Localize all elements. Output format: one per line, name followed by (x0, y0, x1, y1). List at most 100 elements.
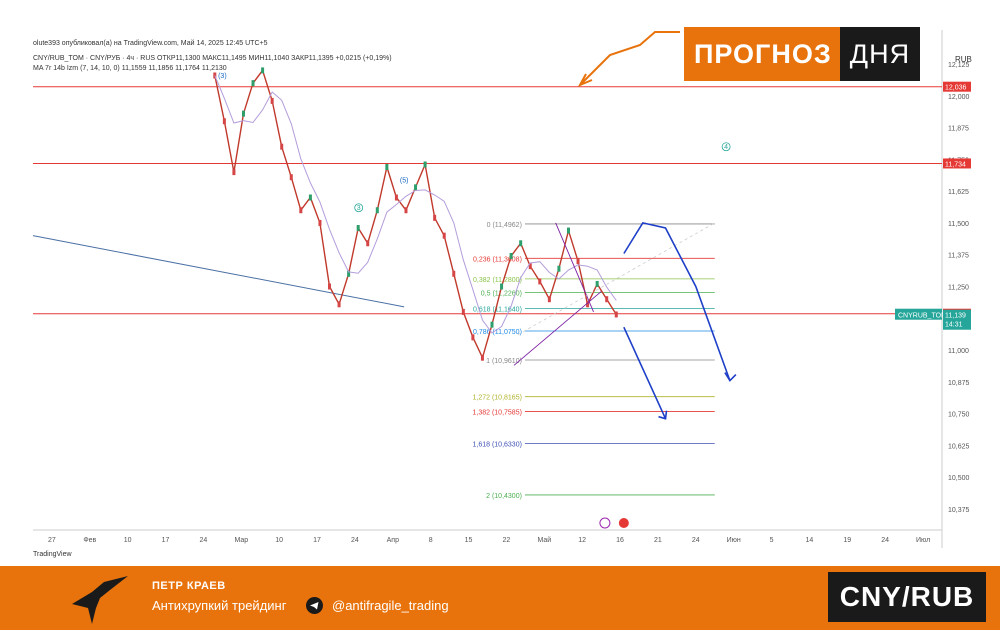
author-name: ПЕТР КРАЕВ (152, 580, 226, 592)
x-tick-label: Июн (727, 537, 741, 544)
candle-mark (461, 308, 465, 315)
fib-level-label: 1 (10,9610) (486, 358, 522, 365)
x-tick-label: Мар (234, 537, 248, 544)
current-symbol-label: CNYRUB_TOM (898, 313, 947, 320)
ma-line: MA 7r 14b Izm (7, 14, 10, 0) 11,1559 11,… (33, 65, 227, 72)
x-tick-label: 5 (770, 537, 774, 544)
candle-mark (375, 207, 379, 214)
forecast-arrow-up-then-down (623, 221, 731, 381)
candle-mark (232, 169, 236, 176)
candle-mark (442, 232, 446, 239)
fib-level-label: 1,272 (10,8165) (472, 395, 521, 402)
candle-mark (566, 227, 570, 234)
fib-level-label: 2 (10,4300) (486, 493, 522, 500)
x-tick-label: Фев (83, 537, 96, 544)
y-tick-label: 10,750 (948, 412, 970, 419)
tradingview-logo: TradingView (33, 551, 72, 558)
current-symbol-tag (895, 308, 942, 320)
x-tick-label: Апр (387, 537, 399, 544)
candle-mark (471, 334, 475, 341)
y-tick-label: 11,000 (948, 348, 969, 355)
bird-logo-icon (72, 576, 128, 624)
level-price-tag (943, 81, 971, 92)
candle-mark (423, 161, 427, 168)
fib-level-label: 0,786 (11,0750) (473, 329, 522, 336)
candle-mark (308, 194, 312, 201)
candle-mark (404, 207, 408, 214)
x-tick-label: 14 (806, 537, 814, 544)
current-price-label: 11,139 (945, 313, 966, 320)
level-price-tag (943, 158, 971, 169)
price-chart[interactable]: RUB12,12512,00011,87511,75011,62511,5001… (0, 0, 1000, 565)
fib-level-label: 0,382 (11,2800) (473, 277, 522, 284)
y-tick-label: 11,250 (948, 285, 969, 292)
x-tick-label: 21 (654, 537, 662, 544)
candle-mark (595, 280, 599, 287)
brand-forecast: ПРОГНОЗ (684, 27, 840, 81)
candle-mark (490, 321, 494, 328)
x-tick-label: 17 (162, 537, 170, 544)
candle-mark (538, 278, 542, 285)
forecast-arrowhead (658, 410, 668, 420)
fib-level-label: 0,5 (11,2260) (481, 291, 522, 298)
x-tick-label: 8 (429, 537, 433, 544)
y-tick-label: 11,625 (948, 189, 969, 196)
forecast-arrowhead (724, 372, 737, 382)
x-tick-label: 15 (465, 537, 473, 544)
y-tick-label: 12,125 (948, 62, 970, 69)
y-tick-label: 10,500 (948, 475, 970, 482)
symbol-line: CNY/RUB_TOM · CNY/РУБ · 4ч · RUS ОТКР11,… (33, 55, 392, 62)
chart-area[interactable]: RUB12,12512,00011,87511,75011,62511,5001… (0, 0, 1000, 565)
x-tick-label: 24 (200, 537, 208, 544)
candle-mark (299, 207, 303, 214)
brand-day: ДНЯ (839, 27, 921, 81)
x-tick-label: 19 (843, 537, 851, 544)
candle-mark (557, 265, 561, 272)
candle-mark (414, 184, 418, 191)
current-price-tag (943, 309, 971, 330)
y-tick-label: 12,000 (948, 94, 970, 101)
candle-mark (385, 164, 389, 171)
candle-mark (318, 219, 322, 226)
fib-level-label: 0,618 (11,1640) (473, 306, 522, 313)
candle-mark (270, 97, 274, 104)
x-tick-label: 24 (692, 537, 700, 544)
current-price-time: 14:31 (945, 322, 963, 329)
candle-mark (605, 296, 609, 303)
y-tick-label: 11,500 (948, 221, 969, 228)
brand-banner: ПРОГНОЗ ДНЯ (684, 27, 934, 81)
y-tick-label: 11,375 (948, 253, 969, 260)
fib-level-label: 1,382 (10,7585) (472, 409, 521, 416)
fib-level-label: 0 (11,4962) (487, 222, 522, 229)
x-tick-label: 17 (313, 537, 321, 544)
candle-mark (261, 67, 265, 74)
y-tick-label: 10,625 (948, 443, 970, 450)
candle-mark (452, 270, 456, 277)
wave-label: 4 (724, 144, 728, 151)
candle-mark (528, 263, 532, 270)
accent-arrowhead (577, 73, 593, 88)
y-tick-label: 10,875 (948, 380, 970, 387)
x-tick-label: 12 (578, 537, 586, 544)
candle-mark (241, 110, 245, 117)
candle-mark (394, 194, 398, 201)
dashed-channel-line (517, 222, 715, 336)
x-tick-label: 24 (881, 537, 889, 544)
pair-badge: CNY/RUB (828, 572, 986, 622)
y-tick-label: 10,375 (948, 507, 970, 514)
x-tick-label: 22 (503, 537, 511, 544)
author-slogan: Антихрупкий трейдинг (152, 598, 287, 613)
x-tick-label: 24 (351, 537, 359, 544)
event-icon (618, 518, 629, 528)
candle-mark (480, 354, 484, 361)
candle-mark (500, 283, 504, 290)
x-tick-label: 27 (48, 537, 56, 544)
telegram-icon[interactable] (306, 597, 323, 614)
telegram-handle[interactable]: @antifragile_trading (332, 598, 449, 613)
x-tick-label: 10 (124, 537, 132, 544)
footer: ПЕТР КРАЕВ Антихрупкий трейдинг @antifra… (0, 566, 1000, 630)
candle-mark (509, 252, 513, 259)
fib-level-label: 1,618 (10,6330) (472, 441, 521, 448)
level-price-label: 12,036 (945, 85, 967, 92)
candle-mark (519, 240, 523, 247)
